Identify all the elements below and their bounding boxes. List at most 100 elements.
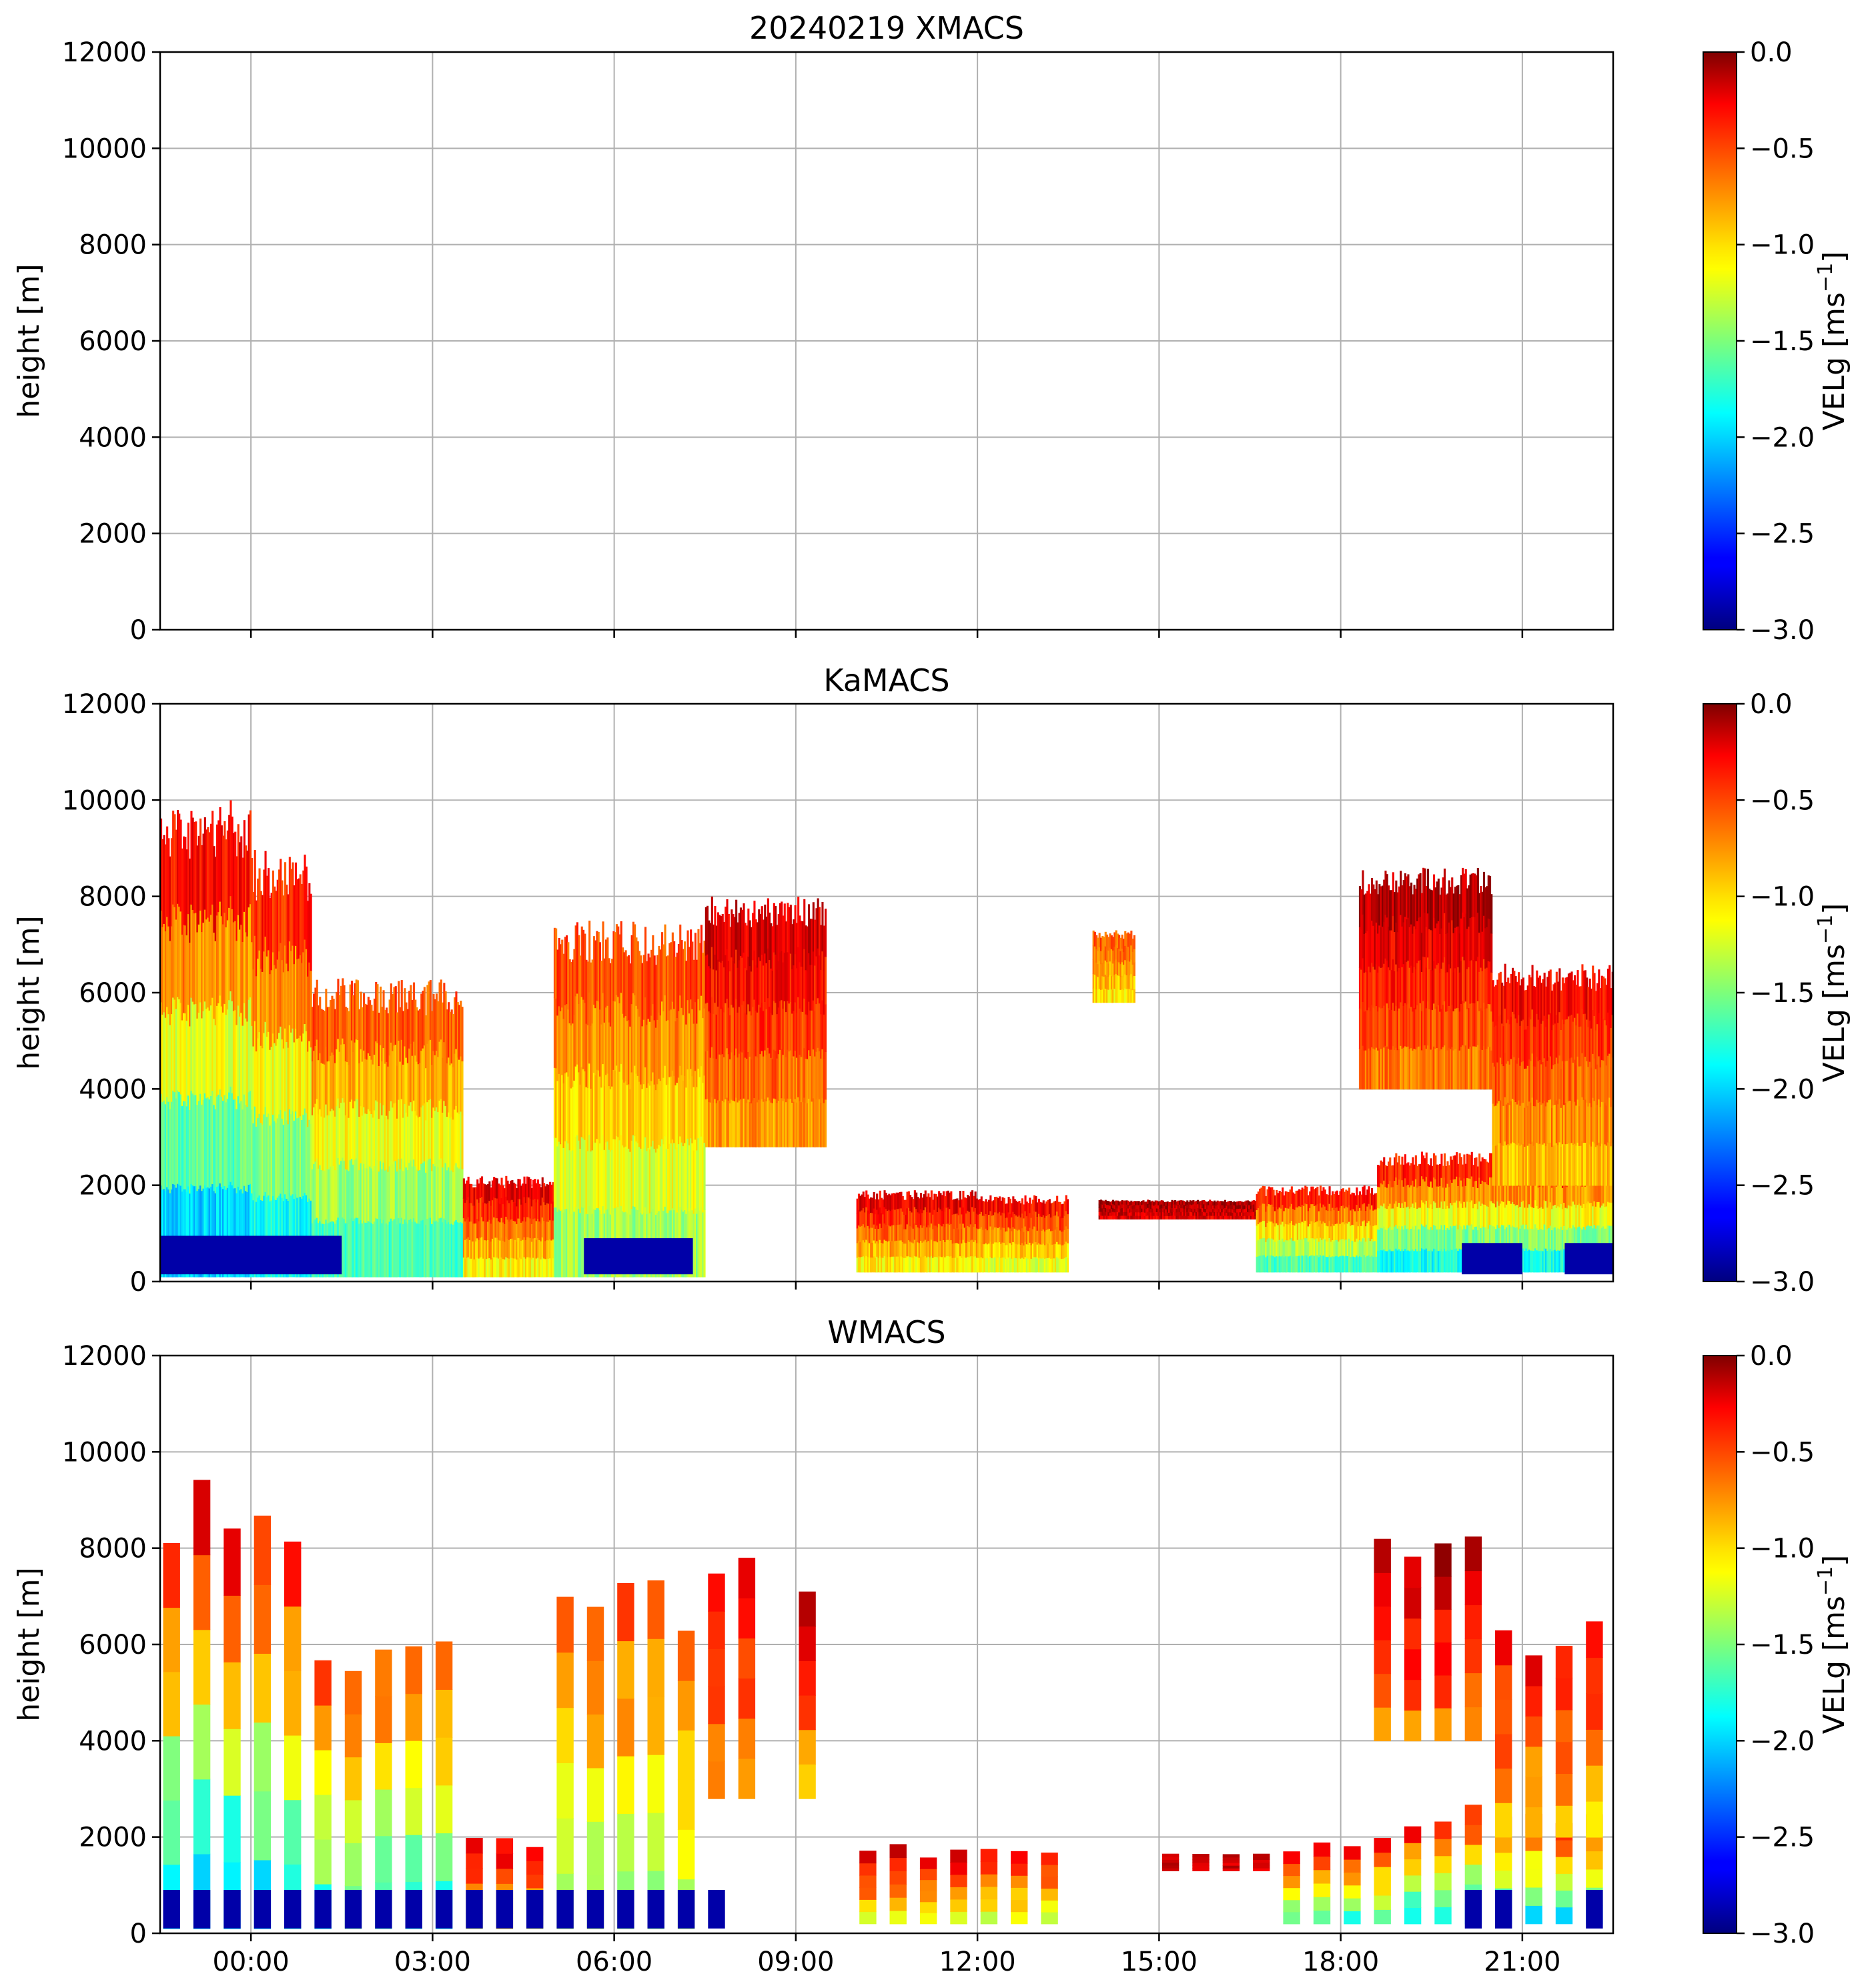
velocity-cell	[1336, 1190, 1338, 1207]
velocity-cell	[338, 1107, 341, 1165]
velocity-cell	[1445, 1208, 1448, 1230]
velocity-cell	[1251, 1207, 1254, 1212]
velocity-cell	[1357, 1256, 1360, 1273]
velocity-cell	[653, 955, 656, 1021]
velocity-cell	[245, 845, 248, 933]
velocity-cell	[184, 1013, 187, 1101]
velocity-cell	[811, 1055, 813, 1102]
velocity-cell	[222, 1012, 225, 1101]
velocity-cell	[435, 1050, 438, 1107]
velocity-cell	[1484, 927, 1487, 969]
velocity-cell	[1466, 928, 1468, 969]
velocity-cell	[1470, 873, 1473, 917]
velocity-cell	[1259, 1238, 1262, 1256]
velocity-cell	[512, 1201, 515, 1221]
velocity-cell	[744, 923, 747, 969]
velocity-cell	[313, 1107, 316, 1164]
velocity-cell	[737, 1012, 739, 1058]
velocity-cell	[974, 1191, 977, 1208]
velocity-cell	[432, 1050, 435, 1108]
velocity-cell	[770, 968, 773, 1013]
velocity-cell	[888, 1209, 891, 1226]
velocity-cell	[1406, 1163, 1408, 1186]
velocity-cell	[400, 1039, 403, 1099]
velocity-cell	[921, 1227, 924, 1243]
velocity-cell	[1209, 1207, 1212, 1212]
velocity-cell	[1186, 1204, 1189, 1209]
velocity-cell	[775, 906, 777, 955]
velocity-cell	[337, 1157, 340, 1218]
velocity-cell	[1476, 868, 1479, 913]
velocity-cell	[1512, 1225, 1514, 1250]
velocity-cell	[582, 1137, 585, 1208]
velocity-cell	[352, 1051, 355, 1109]
velocity-cell	[1309, 1239, 1312, 1257]
velocity-cell	[1050, 1203, 1053, 1218]
velocity-cell	[707, 1098, 709, 1147]
velocity-cell	[195, 1185, 197, 1278]
velocity-cell	[191, 909, 194, 1002]
colorbar-label: VELg [ms−1]	[1814, 252, 1851, 431]
velocity-cell	[1300, 1239, 1302, 1256]
velocity-cell	[1468, 967, 1470, 1009]
velocity-cell	[511, 1218, 514, 1239]
velocity-cell	[591, 959, 594, 1024]
velocity-cell	[269, 1049, 272, 1126]
velocity-cell	[968, 1226, 971, 1242]
velocity-cell	[440, 1098, 442, 1159]
velocity-cell	[591, 1149, 594, 1214]
velocity-cell	[1204, 1208, 1207, 1213]
velocity-cell	[950, 1239, 953, 1257]
velocity-cell	[1502, 1201, 1505, 1225]
velocity-cell	[1316, 1221, 1319, 1239]
velocity-cell	[334, 1062, 336, 1117]
velocity-cell	[223, 1094, 226, 1186]
velocity-cell	[1414, 1009, 1417, 1050]
velocity-cell	[197, 1100, 200, 1189]
velocity-cell	[605, 1074, 608, 1143]
velocity-cell	[711, 1046, 713, 1097]
velocity-cell	[1430, 1158, 1432, 1182]
velocity-cell	[573, 949, 576, 1015]
velocity-cell	[1372, 1241, 1375, 1258]
velocity-cell	[998, 1211, 1001, 1227]
velocity-cell	[1182, 1204, 1184, 1209]
velocity-cell	[474, 1241, 477, 1260]
velocity-cell	[1420, 1199, 1423, 1225]
velocity-cell	[785, 1011, 788, 1057]
velocity-cell	[514, 1183, 516, 1203]
velocity-cell	[955, 1198, 957, 1214]
velocity-cell	[462, 1217, 465, 1238]
velocity-cell	[591, 1086, 594, 1151]
velocity-cell	[911, 1211, 913, 1227]
velocity-cell	[719, 915, 721, 962]
velocity-cell	[622, 1013, 624, 1080]
velocity-cell	[434, 1221, 436, 1278]
velocity-cell	[629, 1026, 632, 1089]
velocity-cell	[419, 1062, 422, 1117]
velocity-cell	[272, 1114, 274, 1196]
velocity-cell	[506, 1258, 509, 1278]
velocity-cell	[464, 1221, 467, 1240]
velocity-cell	[1475, 1180, 1478, 1204]
velocity-cell	[1394, 1010, 1396, 1051]
velocity-cell	[1401, 926, 1404, 967]
velocity-cell	[825, 1003, 827, 1052]
velocity-cell	[803, 1097, 806, 1147]
velocity-cell	[1043, 1203, 1046, 1218]
velocity-cell	[912, 1228, 915, 1244]
velocity-cell	[555, 928, 558, 999]
velocity-cell	[1161, 1204, 1164, 1209]
velocity-cell	[1433, 960, 1436, 1004]
velocity-cell	[304, 1192, 306, 1278]
velocity-cell	[1480, 1227, 1482, 1251]
velocity-cell	[917, 1257, 919, 1273]
velocity-cell	[1153, 1201, 1155, 1206]
velocity-cell	[1232, 1212, 1234, 1216]
velocity-cell	[1238, 1211, 1240, 1216]
velocity-cell	[348, 1011, 350, 1065]
velocity-cell	[991, 1215, 993, 1230]
velocity-cell	[258, 950, 261, 1033]
velocity-cell	[207, 827, 209, 918]
velocity-cell	[1310, 1186, 1313, 1205]
